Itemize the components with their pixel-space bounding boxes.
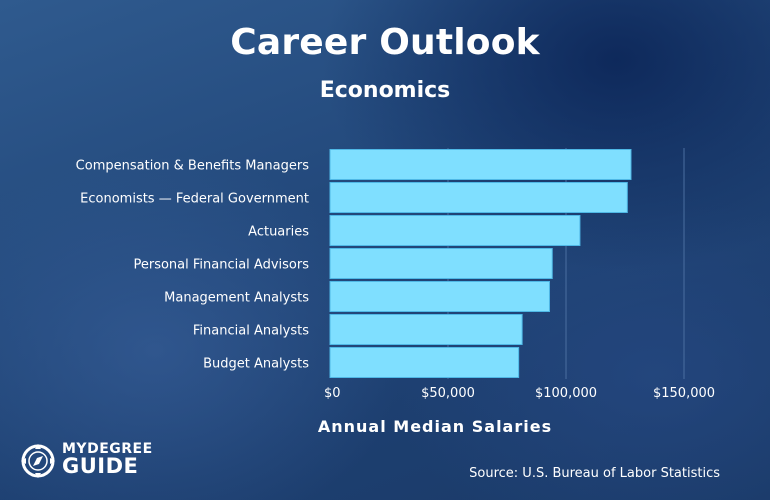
bar bbox=[329, 347, 520, 378]
bar bbox=[329, 248, 553, 279]
x-tick-label: $100,000 bbox=[535, 386, 597, 401]
category-label: Budget Analysts bbox=[203, 357, 309, 372]
x-axis-label: Annual Median Salaries bbox=[317, 417, 553, 436]
chart-title: Career Outlook bbox=[230, 22, 540, 63]
bar bbox=[329, 281, 550, 312]
category-label: Management Analysts bbox=[164, 291, 309, 306]
category-label: Financial Analysts bbox=[193, 324, 309, 339]
logo-line-1: MYDEGREE bbox=[62, 441, 153, 457]
bar bbox=[329, 149, 632, 180]
bar bbox=[329, 314, 523, 345]
category-label: Personal Financial Advisors bbox=[133, 258, 309, 273]
source-note: Source: U.S. Bureau of Labor Statistics bbox=[469, 466, 720, 481]
chart-subtitle: Economics bbox=[319, 78, 451, 103]
category-label: Economists — Federal Government bbox=[80, 192, 309, 207]
mydegree-guide-logo: MYDEGREE GUIDE bbox=[20, 441, 170, 481]
x-tick-label: $0 bbox=[324, 386, 341, 401]
category-label: Actuaries bbox=[248, 225, 309, 240]
x-tick-label: $50,000 bbox=[421, 386, 475, 401]
logo-line-2: GUIDE bbox=[62, 454, 139, 478]
bar bbox=[329, 215, 581, 246]
bar bbox=[329, 182, 628, 213]
compass-icon bbox=[21, 444, 55, 478]
category-label: Compensation & Benefits Managers bbox=[76, 159, 310, 174]
x-tick-label: $150,000 bbox=[653, 386, 715, 401]
